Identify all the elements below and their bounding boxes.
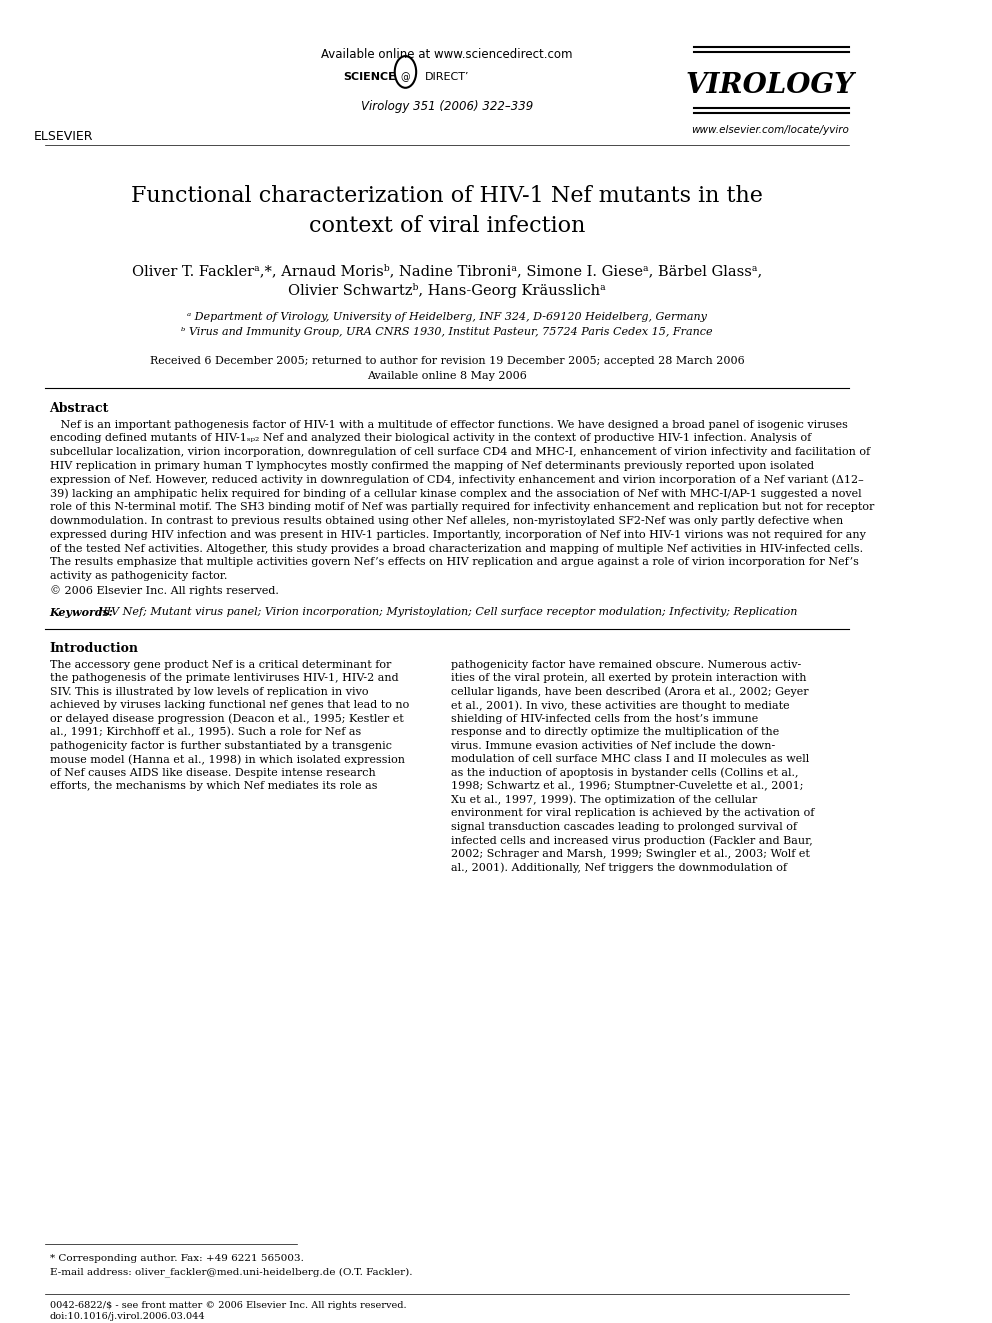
Text: ities of the viral protein, all exerted by protein interaction with: ities of the viral protein, all exerted … bbox=[450, 673, 806, 683]
Text: Xu et al., 1997, 1999). The optimization of the cellular: Xu et al., 1997, 1999). The optimization… bbox=[450, 795, 757, 806]
Text: DIRECT’: DIRECT’ bbox=[425, 71, 469, 82]
Text: al., 2001). Additionally, Nef triggers the downmodulation of: al., 2001). Additionally, Nef triggers t… bbox=[450, 863, 787, 873]
Text: * Corresponding author. Fax: +49 6221 565003.: * Corresponding author. Fax: +49 6221 56… bbox=[50, 1254, 304, 1262]
Text: 0042-6822/$ - see front matter © 2006 Elsevier Inc. All rights reserved.: 0042-6822/$ - see front matter © 2006 El… bbox=[50, 1301, 406, 1310]
Text: expression of Nef. However, reduced activity in downregulation of CD4, infectivi: expression of Nef. However, reduced acti… bbox=[50, 475, 863, 486]
Text: Functional characterization of HIV-1 Nef mutants in the: Functional characterization of HIV-1 Nef… bbox=[131, 185, 763, 206]
Text: SCIENCE: SCIENCE bbox=[343, 71, 397, 82]
Text: mouse model (Hanna et al., 1998) in which isolated expression: mouse model (Hanna et al., 1998) in whic… bbox=[50, 754, 405, 765]
Text: Available online at www.sciencedirect.com: Available online at www.sciencedirect.co… bbox=[321, 48, 572, 61]
Text: ᵇ Virus and Immunity Group, URA CNRS 1930, Institut Pasteur, 75724 Paris Cedex 1: ᵇ Virus and Immunity Group, URA CNRS 193… bbox=[182, 327, 712, 336]
Text: @: @ bbox=[401, 71, 411, 82]
Text: modulation of cell surface MHC class I and II molecules as well: modulation of cell surface MHC class I a… bbox=[450, 754, 808, 765]
Text: VIROLOGY: VIROLOGY bbox=[685, 71, 855, 99]
Text: E-mail address: oliver_fackler@med.uni-heidelberg.de (O.T. Fackler).: E-mail address: oliver_fackler@med.uni-h… bbox=[50, 1266, 412, 1277]
Text: pathogenicity factor have remained obscure. Numerous activ-: pathogenicity factor have remained obscu… bbox=[450, 660, 801, 669]
Text: context of viral infection: context of viral infection bbox=[309, 214, 585, 237]
Text: www.elsevier.com/locate/yviro: www.elsevier.com/locate/yviro bbox=[691, 124, 849, 135]
Text: HIV replication in primary human T lymphocytes mostly confirmed the mapping of N: HIV replication in primary human T lymph… bbox=[50, 460, 813, 471]
Text: shielding of HIV-infected cells from the host’s immune: shielding of HIV-infected cells from the… bbox=[450, 713, 758, 724]
Text: of Nef causes AIDS like disease. Despite intense research: of Nef causes AIDS like disease. Despite… bbox=[50, 767, 375, 778]
Text: role of this N-terminal motif. The SH3 binding motif of Nef was partially requir: role of this N-terminal motif. The SH3 b… bbox=[50, 503, 874, 512]
Text: Oliver T. Facklerᵃ,*, Arnaud Morisᵇ, Nadine Tibroniᵃ, Simone I. Gieseᵃ, Bärbel G: Oliver T. Facklerᵃ,*, Arnaud Morisᵇ, Nad… bbox=[132, 265, 762, 279]
Text: achieved by viruses lacking functional nef genes that lead to no: achieved by viruses lacking functional n… bbox=[50, 700, 409, 710]
Text: the pathogenesis of the primate lentiviruses HIV-1, HIV-2 and: the pathogenesis of the primate lentivir… bbox=[50, 673, 398, 683]
Text: activity as pathogenicity factor.: activity as pathogenicity factor. bbox=[50, 572, 227, 581]
Text: response and to directly optimize the multiplication of the: response and to directly optimize the mu… bbox=[450, 728, 779, 737]
Text: ELSEVIER: ELSEVIER bbox=[34, 130, 93, 143]
Text: of the tested Nef activities. Altogether, this study provides a broad characteri: of the tested Nef activities. Altogether… bbox=[50, 544, 863, 553]
Text: downmodulation. In contrast to previous results obtained using other Nef alleles: downmodulation. In contrast to previous … bbox=[50, 516, 843, 527]
Text: et al., 2001). In vivo, these activities are thought to mediate: et al., 2001). In vivo, these activities… bbox=[450, 700, 789, 710]
Text: Olivier Schwartzᵇ, Hans-Georg Kräusslichᵃ: Olivier Schwartzᵇ, Hans-Georg Kräusslich… bbox=[288, 283, 606, 298]
Text: © 2006 Elsevier Inc. All rights reserved.: © 2006 Elsevier Inc. All rights reserved… bbox=[50, 585, 279, 595]
Text: expressed during HIV infection and was present in HIV-1 particles. Importantly, : expressed during HIV infection and was p… bbox=[50, 531, 865, 540]
Text: The accessory gene product Nef is a critical determinant for: The accessory gene product Nef is a crit… bbox=[50, 660, 391, 669]
Text: virus. Immune evasion activities of Nef include the down-: virus. Immune evasion activities of Nef … bbox=[450, 741, 776, 750]
Text: signal transduction cascades leading to prolonged survival of: signal transduction cascades leading to … bbox=[450, 822, 797, 832]
Text: Keywords:: Keywords: bbox=[50, 607, 113, 618]
Text: subcellular localization, virion incorporation, downregulation of cell surface C: subcellular localization, virion incorpo… bbox=[50, 447, 870, 458]
Text: Available online 8 May 2006: Available online 8 May 2006 bbox=[367, 370, 527, 381]
Text: environment for viral replication is achieved by the activation of: environment for viral replication is ach… bbox=[450, 808, 813, 818]
Text: 2002; Schrager and Marsh, 1999; Swingler et al., 2003; Wolf et: 2002; Schrager and Marsh, 1999; Swingler… bbox=[450, 848, 809, 859]
Text: 39) lacking an amphipatic helix required for binding of a cellular kinase comple: 39) lacking an amphipatic helix required… bbox=[50, 488, 861, 499]
Text: as the induction of apoptosis in bystander cells (Collins et al.,: as the induction of apoptosis in bystand… bbox=[450, 767, 798, 778]
Text: Introduction: Introduction bbox=[50, 642, 139, 655]
Text: ᵃ Department of Virology, University of Heidelberg, INF 324, D-69120 Heidelberg,: ᵃ Department of Virology, University of … bbox=[186, 312, 707, 321]
Text: encoding defined mutants of HIV-1ₛₚ₂ Nef and analyzed their biological activity : encoding defined mutants of HIV-1ₛₚ₂ Nef… bbox=[50, 434, 810, 443]
Text: Nef is an important pathogenesis factor of HIV-1 with a multitude of effector fu: Nef is an important pathogenesis factor … bbox=[50, 419, 847, 430]
Text: infected cells and increased virus production (Fackler and Baur,: infected cells and increased virus produ… bbox=[450, 835, 812, 845]
Text: SIV. This is illustrated by low levels of replication in vivo: SIV. This is illustrated by low levels o… bbox=[50, 687, 368, 697]
Text: or delayed disease progression (Deacon et al., 1995; Kestler et: or delayed disease progression (Deacon e… bbox=[50, 713, 404, 724]
Text: 1998; Schwartz et al., 1996; Stumptner-Cuvelette et al., 2001;: 1998; Schwartz et al., 1996; Stumptner-C… bbox=[450, 781, 803, 791]
Text: HIV Nef; Mutant virus panel; Virion incorporation; Myristoylation; Cell surface : HIV Nef; Mutant virus panel; Virion inco… bbox=[97, 607, 798, 617]
Text: The results emphasize that multiple activities govern Nef’s effects on HIV repli: The results emphasize that multiple acti… bbox=[50, 557, 858, 568]
Text: efforts, the mechanisms by which Nef mediates its role as: efforts, the mechanisms by which Nef med… bbox=[50, 781, 377, 791]
Text: al., 1991; Kirchhoff et al., 1995). Such a role for Nef as: al., 1991; Kirchhoff et al., 1995). Such… bbox=[50, 728, 361, 737]
Text: Received 6 December 2005; returned to author for revision 19 December 2005; acce: Received 6 December 2005; returned to au… bbox=[150, 356, 744, 365]
Text: pathogenicity factor is further substantiated by a transgenic: pathogenicity factor is further substant… bbox=[50, 741, 392, 750]
Text: Virology 351 (2006) 322–339: Virology 351 (2006) 322–339 bbox=[361, 101, 533, 112]
Text: doi:10.1016/j.virol.2006.03.044: doi:10.1016/j.virol.2006.03.044 bbox=[50, 1311, 205, 1320]
Text: cellular ligands, have been described (Arora et al., 2002; Geyer: cellular ligands, have been described (A… bbox=[450, 687, 808, 697]
Text: Abstract: Abstract bbox=[50, 402, 109, 414]
